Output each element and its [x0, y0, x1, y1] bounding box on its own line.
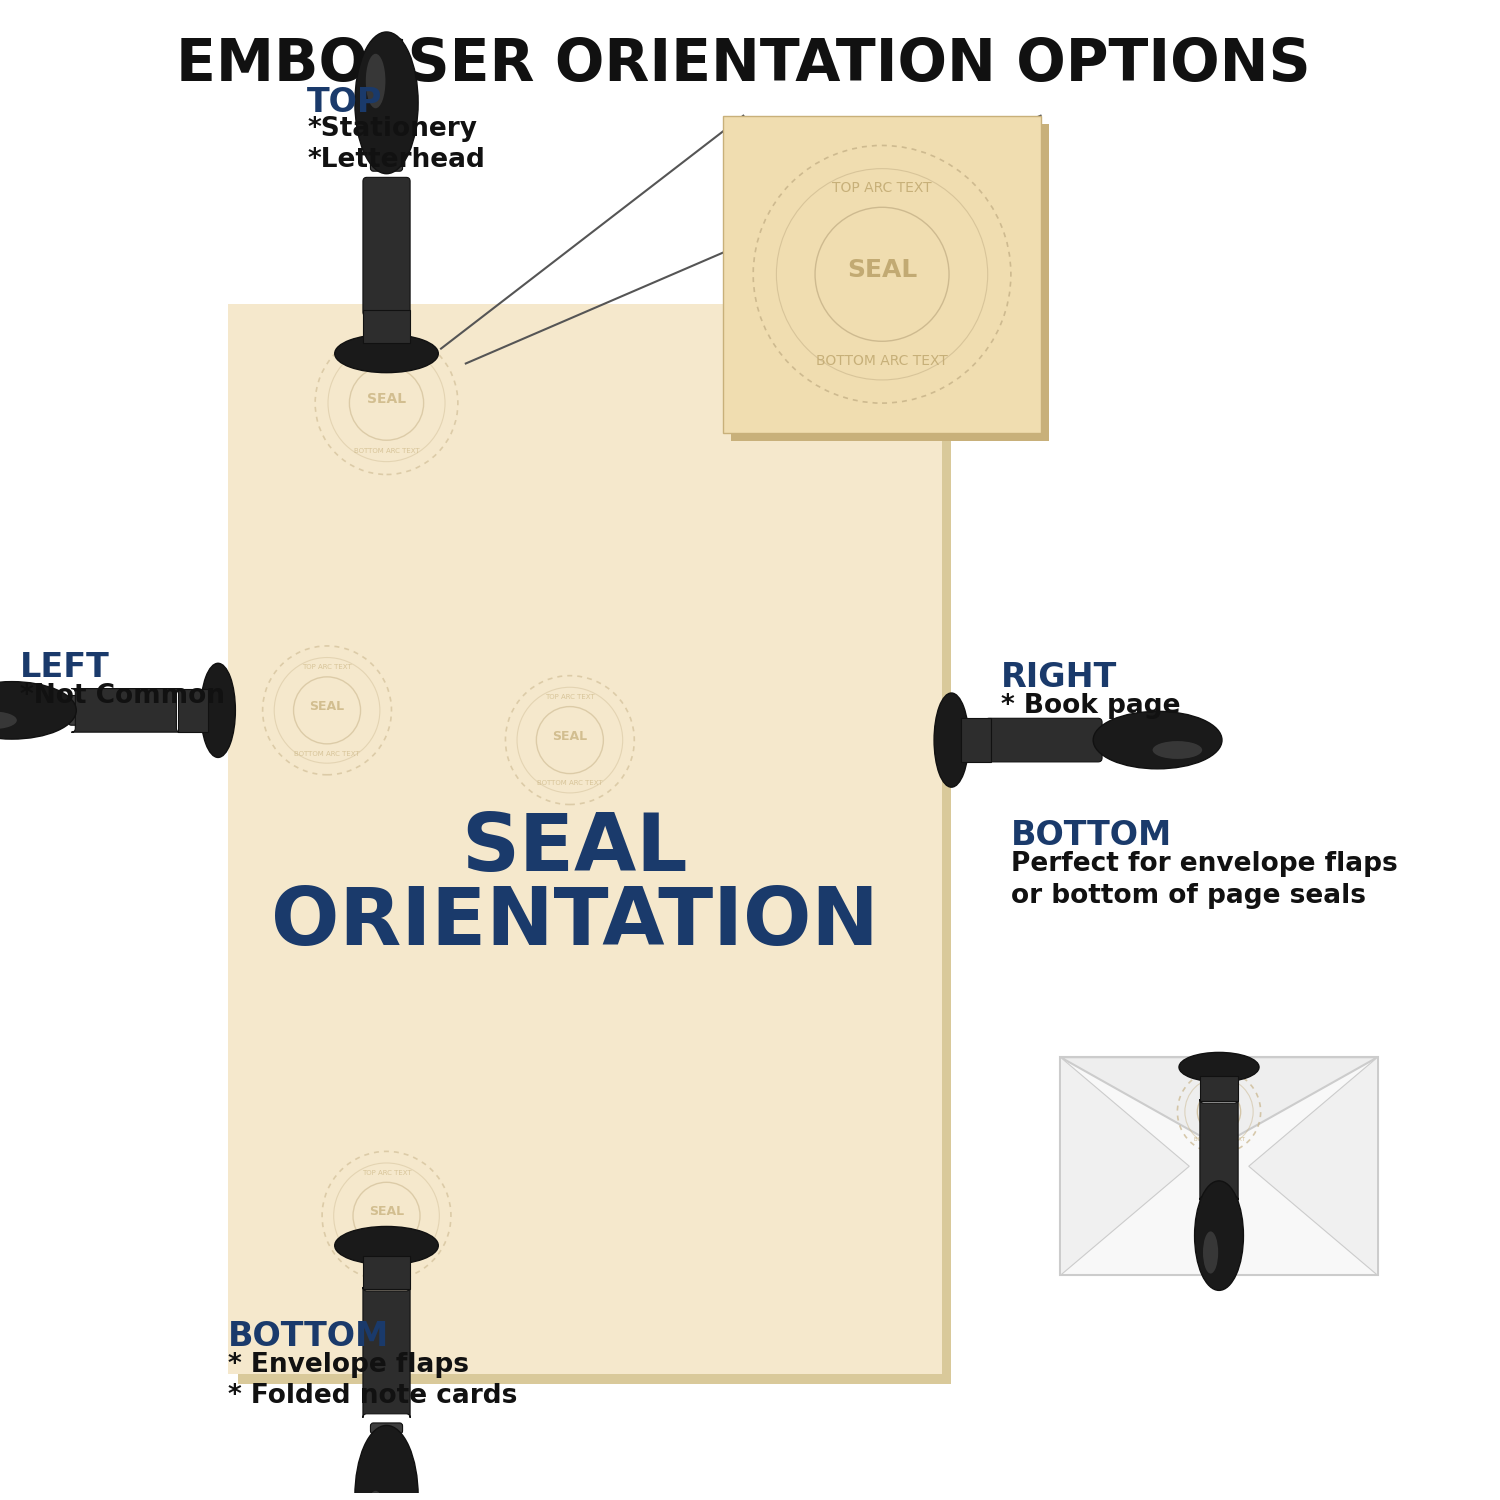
Ellipse shape — [366, 1491, 386, 1500]
Ellipse shape — [366, 54, 386, 108]
Bar — [178, 688, 209, 732]
FancyBboxPatch shape — [370, 1424, 402, 1434]
Ellipse shape — [1203, 1232, 1218, 1274]
Ellipse shape — [334, 334, 438, 372]
FancyBboxPatch shape — [370, 160, 402, 171]
FancyBboxPatch shape — [72, 688, 180, 732]
FancyBboxPatch shape — [986, 718, 1102, 762]
Ellipse shape — [334, 1227, 438, 1264]
Text: SEAL: SEAL — [368, 392, 407, 406]
Text: BOTTOM ARC TEXT: BOTTOM ARC TEXT — [816, 354, 948, 368]
Ellipse shape — [1194, 1180, 1243, 1290]
Text: TOP ARC TEXT: TOP ARC TEXT — [362, 1170, 411, 1176]
FancyBboxPatch shape — [363, 177, 410, 316]
Text: SEAL: SEAL — [847, 258, 916, 282]
Ellipse shape — [356, 32, 419, 174]
Ellipse shape — [201, 663, 236, 758]
Bar — [732, 123, 1048, 441]
Text: BOTTOM ARC TEXT: BOTTOM ARC TEXT — [537, 780, 603, 786]
Text: * Envelope flaps: * Envelope flaps — [228, 1352, 470, 1377]
FancyBboxPatch shape — [69, 696, 80, 724]
Bar — [238, 314, 951, 1385]
Text: TOP ARC TEXT: TOP ARC TEXT — [302, 664, 352, 670]
Text: TOP: TOP — [308, 86, 382, 118]
Bar — [363, 1257, 411, 1288]
Polygon shape — [1060, 1058, 1190, 1275]
Text: Perfect for envelope flaps: Perfect for envelope flaps — [1011, 850, 1398, 877]
Text: SEAL: SEAL — [369, 1206, 404, 1218]
Text: *Letterhead: *Letterhead — [308, 147, 484, 174]
Text: SEAL: SEAL — [309, 700, 345, 712]
Text: *Not Common: *Not Common — [20, 682, 225, 708]
Text: TOP ARC TEXT: TOP ARC TEXT — [833, 182, 932, 195]
FancyBboxPatch shape — [363, 1287, 410, 1418]
Bar — [363, 310, 411, 342]
Bar — [228, 304, 942, 1374]
Text: TOP ARC TEXT: TOP ARC TEXT — [1200, 1082, 1239, 1086]
Text: RIGHT: RIGHT — [1000, 662, 1118, 694]
Ellipse shape — [1152, 741, 1202, 759]
Text: SEAL: SEAL — [552, 729, 588, 742]
Text: * Book page: * Book page — [1000, 693, 1180, 718]
Text: BOTTOM: BOTTOM — [1011, 819, 1172, 852]
Text: LEFT: LEFT — [20, 651, 110, 684]
Bar — [1200, 1076, 1237, 1101]
Text: BOTTOM ARC TEXT: BOTTOM ARC TEXT — [1194, 1137, 1245, 1142]
Ellipse shape — [1179, 1053, 1258, 1082]
Ellipse shape — [1094, 711, 1222, 770]
Text: BOTTOM ARC TEXT: BOTTOM ARC TEXT — [294, 750, 360, 756]
Text: BOTTOM: BOTTOM — [228, 1320, 388, 1353]
Bar — [723, 116, 1041, 433]
Bar — [962, 718, 992, 762]
Polygon shape — [1248, 1058, 1377, 1275]
Polygon shape — [1060, 1058, 1377, 1146]
FancyBboxPatch shape — [1095, 724, 1106, 754]
Text: EMBOSSER ORIENTATION OPTIONS: EMBOSSER ORIENTATION OPTIONS — [176, 36, 1311, 93]
Text: ORIENTATION: ORIENTATION — [272, 885, 879, 963]
FancyBboxPatch shape — [1206, 1178, 1231, 1188]
Text: or bottom of page seals: or bottom of page seals — [1011, 884, 1366, 909]
Ellipse shape — [0, 711, 16, 729]
FancyBboxPatch shape — [1200, 1100, 1237, 1200]
Text: BOTTOM ARC TEXT: BOTTOM ARC TEXT — [354, 1256, 420, 1262]
Text: *Stationery: *Stationery — [308, 116, 477, 141]
Ellipse shape — [0, 681, 76, 740]
Text: TOP ARC TEXT: TOP ARC TEXT — [544, 694, 594, 700]
Ellipse shape — [934, 693, 969, 788]
Bar — [1060, 1058, 1377, 1275]
Text: SEAL: SEAL — [462, 810, 688, 888]
Ellipse shape — [356, 1425, 419, 1500]
Text: SEAL: SEAL — [1208, 1104, 1230, 1113]
Text: * Folded note cards: * Folded note cards — [228, 1383, 518, 1410]
Text: TOP ARC TEXT: TOP ARC TEXT — [362, 352, 411, 358]
Text: BOTTOM ARC TEXT: BOTTOM ARC TEXT — [354, 448, 420, 454]
